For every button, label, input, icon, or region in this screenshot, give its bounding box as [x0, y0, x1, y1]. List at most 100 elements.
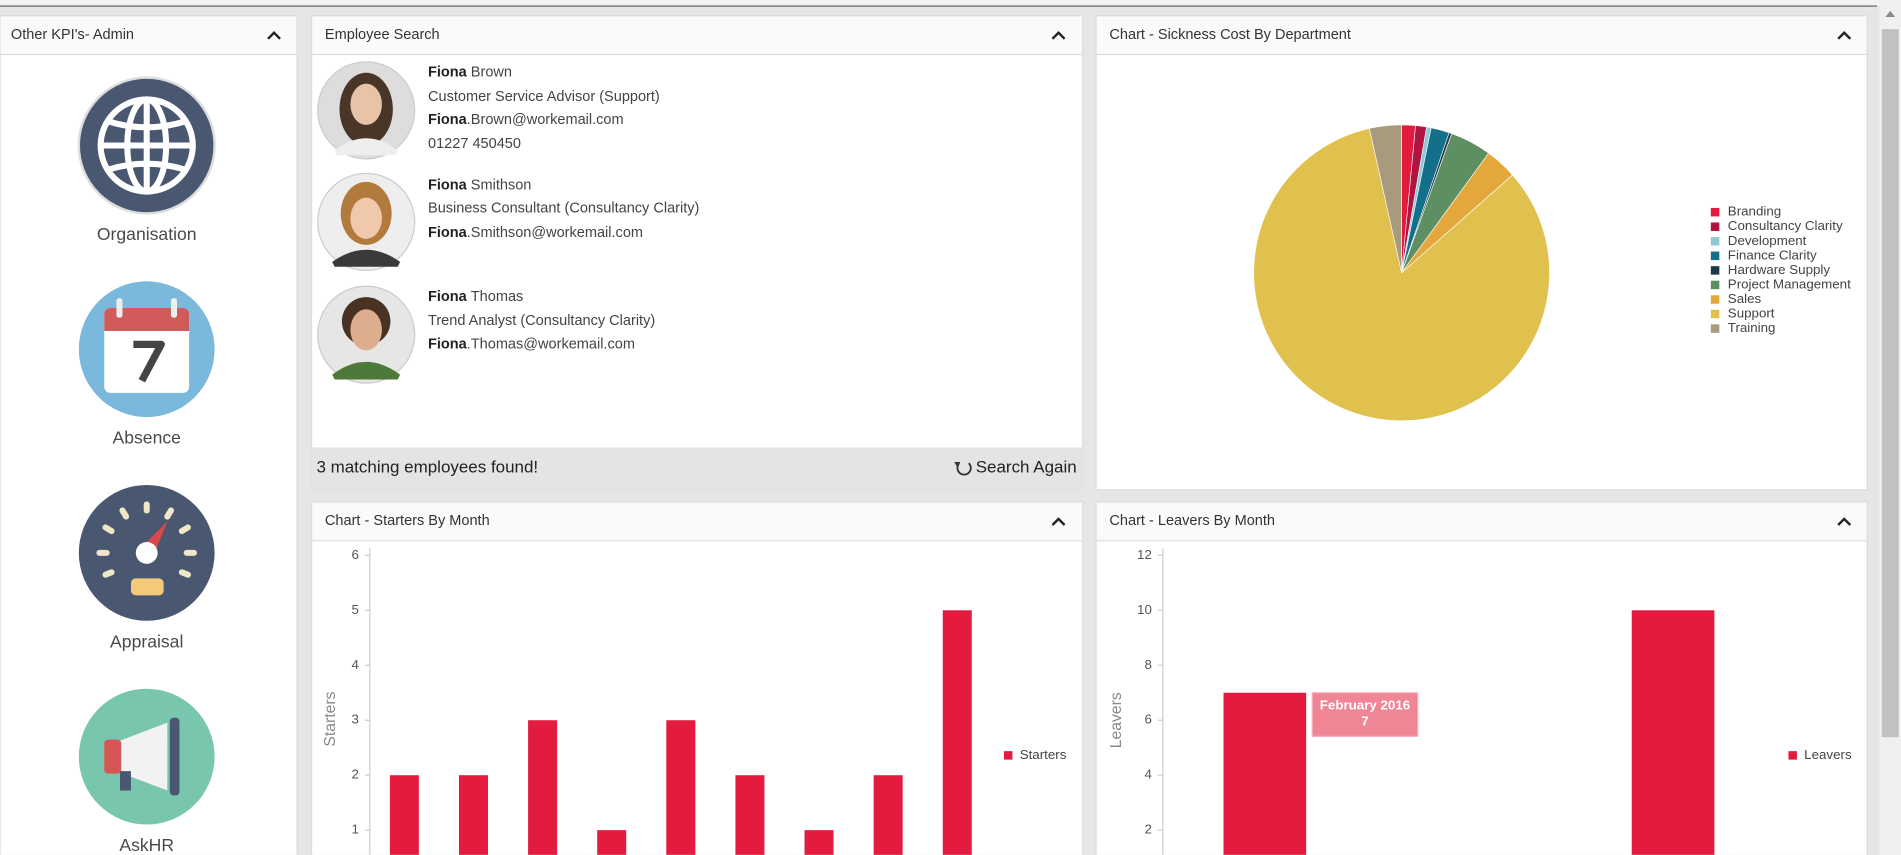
tooltip-category: February 2016 — [1320, 698, 1410, 713]
y-tick-label: 3 — [351, 712, 358, 727]
photo-top — [332, 361, 401, 380]
organisation-link[interactable]: Organisation — [77, 76, 216, 244]
photo-face — [350, 197, 382, 239]
askhr-link[interactable]: AskHR — [78, 688, 215, 855]
legend-label: Branding — [1728, 204, 1781, 219]
calendar-ring — [170, 298, 178, 318]
scroll-up[interactable] — [1885, 10, 1896, 17]
y-tick-label: 6 — [1144, 712, 1151, 727]
photo-jacket — [332, 249, 401, 267]
megaphone-handle — [120, 771, 131, 791]
collapse-button[interactable] — [1051, 517, 1066, 526]
collapse-button[interactable] — [1837, 517, 1852, 526]
photo-face — [350, 83, 382, 125]
bar — [528, 720, 558, 855]
refresh-icon — [956, 462, 972, 476]
legend-label: Starters — [1020, 747, 1067, 762]
employee-phone: 01227 450450 — [428, 136, 521, 152]
absence-link[interactable] — [78, 281, 215, 418]
legend-label: Finance Clarity — [1728, 247, 1817, 262]
y-tick-label: 4 — [351, 657, 359, 672]
bar — [735, 775, 765, 855]
legend-label: Development — [1728, 233, 1807, 248]
search-again-label: Search Again — [976, 458, 1077, 477]
panel-header — [1095, 15, 1868, 56]
bar — [666, 720, 696, 855]
y-tick-label: 2 — [1144, 822, 1151, 837]
employee-card[interactable]: Fiona Smithson Business Consultant (Cons… — [317, 172, 700, 271]
search-footer — [311, 447, 1083, 490]
collapse-button[interactable] — [267, 31, 281, 40]
calendar-day-glyph — [133, 340, 165, 383]
legend-swatch — [1710, 207, 1720, 217]
employee-name: Fiona Thomas — [428, 289, 523, 305]
employee-email: Fiona.Smithson@workemail.com — [428, 225, 643, 241]
employee-card[interactable]: Fiona Thomas Trend Analyst (Consultancy … — [317, 285, 656, 384]
y-axis-label: Starters — [322, 691, 339, 746]
top-strip — [0, 0, 1901, 7]
legend-label: Consultancy Clarity — [1728, 218, 1843, 233]
photo-shirt — [334, 138, 398, 156]
panel-title: Other KPI's- Admin — [11, 27, 134, 43]
gauge-display — [130, 578, 164, 596]
legend-swatch — [1710, 266, 1720, 275]
collapse-button[interactable] — [1051, 31, 1066, 40]
calendar-top — [104, 307, 190, 332]
legend-swatch — [1710, 237, 1720, 246]
scrollbar-thumb[interactable] — [1881, 29, 1899, 738]
legend-label: Hardware Supply — [1728, 262, 1831, 277]
bar — [873, 775, 903, 855]
tooltip-value: 7 — [1361, 713, 1368, 728]
calendar-ring — [116, 298, 123, 318]
panel-header — [311, 15, 1084, 56]
bar — [1631, 610, 1715, 855]
bar — [389, 775, 419, 855]
y-tick-label: 6 — [351, 547, 358, 562]
email-domain: .Brown@workemail.com — [467, 112, 624, 128]
panel-header — [0, 15, 298, 56]
email-name: Fiona — [428, 336, 468, 352]
appraisal-link[interactable]: Appraisal — [78, 485, 215, 651]
employee-role: Business Consultant (Consultancy Clarity… — [428, 200, 699, 216]
legend-label: Support — [1728, 306, 1775, 321]
bar — [458, 775, 488, 855]
legend-label: Project Management — [1728, 276, 1851, 291]
y-tick-label: 10 — [1137, 602, 1152, 617]
legend-label: Leavers — [1804, 747, 1852, 762]
refresh-arrow — [954, 461, 961, 469]
legend-swatch — [1710, 251, 1720, 261]
y-tick-label: 1 — [351, 822, 358, 837]
panel-header — [1095, 501, 1868, 542]
employee-email: Fiona.Thomas@workemail.com — [428, 336, 635, 352]
bar — [1223, 692, 1307, 855]
last-name: Thomas — [471, 289, 523, 305]
legend-swatch — [1710, 324, 1720, 333]
first-name: Fiona — [428, 289, 468, 305]
chart-panel — [1095, 501, 1868, 855]
kpi-label: AskHR — [119, 835, 174, 855]
panel-title: Chart - Sickness Cost By Department — [1109, 27, 1350, 43]
employee-email: Fiona.Brown@workemail.com — [428, 112, 624, 128]
legend-swatch — [1710, 222, 1720, 231]
email-name: Fiona — [428, 112, 468, 128]
megaphone-rim — [169, 717, 180, 796]
legend-swatch — [1788, 751, 1797, 760]
employee-card[interactable]: Fiona Brown Customer Service Advisor (Su… — [317, 61, 660, 160]
panel-title: Employee Search — [325, 27, 440, 43]
bar — [597, 830, 627, 855]
panel-header — [311, 501, 1084, 542]
legend-swatch — [1003, 751, 1013, 760]
employee-role: Customer Service Advisor (Support) — [428, 89, 660, 105]
kpi-label: Absence — [113, 428, 181, 448]
pie-slice — [1253, 128, 1550, 422]
panel-title: Chart - Starters By Month — [325, 513, 490, 529]
legend-label: Sales — [1728, 291, 1762, 306]
collapse-button[interactable] — [1837, 31, 1852, 40]
email-domain: .Smithson@workemail.com — [467, 225, 643, 241]
first-name: Fiona — [428, 177, 468, 193]
legend-swatch — [1710, 309, 1720, 319]
kpi-label: Appraisal — [110, 631, 183, 651]
search-again-button[interactable]: Search Again — [954, 458, 1077, 477]
legend-swatch — [1710, 280, 1720, 290]
